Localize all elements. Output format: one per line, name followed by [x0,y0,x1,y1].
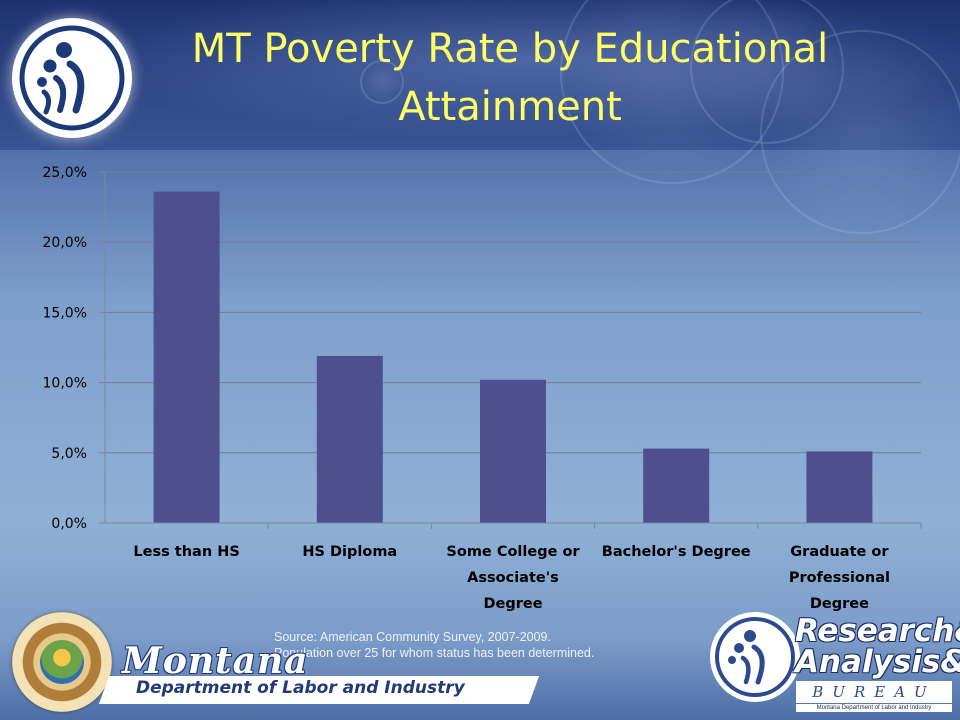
bar [316,355,383,523]
rab-people-svg [715,617,795,697]
rab-subtitle: Montana Department of Labor and Industry [796,704,952,712]
y-tick-label: 5,0% [51,446,87,462]
y-tick-label: 15,0% [43,305,87,321]
x-category-label: Graduate or [790,544,889,560]
bar-layer [153,191,873,523]
x-category-label: Degree [483,596,542,612]
people-logo-icon [12,18,132,138]
x-category-label: Professional [789,570,890,586]
montana-seal-icon [12,612,112,712]
label-layer: 0,0% 5,0% 10,0% 15,0% 20,0% 25,0% Less than HS… [43,165,890,612]
x-category-label: Associate's [467,570,559,586]
x-category-label: Less than HS [133,544,239,560]
rab-bureau-text: BUREAU [812,683,936,701]
source-line-2: Population over 25 for whom status has b… [274,646,595,660]
rab-research-text: Research& [795,613,960,649]
x-category-label: Bachelor's Degree [602,544,751,560]
bar [480,379,546,523]
bar [153,191,220,523]
bar [806,451,873,523]
y-tick-label: 10,0% [43,376,87,392]
x-category-label: HS Diploma [302,544,397,560]
people-logo-svg [19,25,125,131]
axis-layer [99,171,922,529]
rab-bureau-band [796,681,952,703]
bokeh-decoration [760,30,960,234]
bar-chart: 0,0% 5,0% 10,0% 15,0% 20,0% 25,0% Less than HS… [43,165,922,612]
y-tick-label: 25,0% [43,165,87,181]
source-note: Source: American Community Survey, 2007-… [274,629,594,661]
y-tick-label: 0,0% [51,516,87,532]
grid-layer [105,171,921,454]
seal-center-icon [40,640,84,684]
montana-wordmark: Montana [122,640,309,682]
rab-analysis-text: Analysis& [795,644,960,680]
page-title: MT Poverty Rate by Educational Attainmen… [191,26,829,130]
y-tick-label: 20,0% [43,235,87,251]
bokeh-decoration [360,60,404,104]
department-name: Department of Labor and Industry [136,678,465,698]
source-line-1: Source: American Community Survey, 2007-… [274,630,551,644]
bar [643,448,710,523]
x-category-label: Some College or [446,544,580,560]
rab-people-icon [710,612,800,702]
x-category-label: Degree [810,596,869,612]
